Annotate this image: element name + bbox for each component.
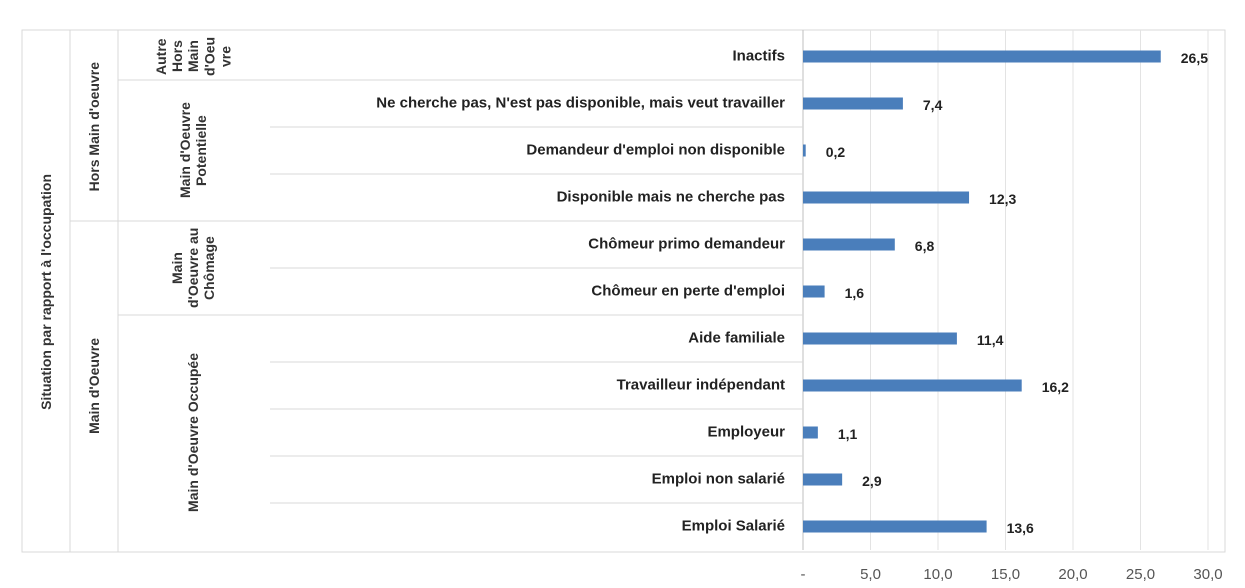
category-label: Emploi Salarié [682,517,785,534]
axis-label: Situation par rapport à l'occupation [37,173,54,410]
x-tick-label: 20,0 [1058,566,1087,583]
value-label: 12,3 [989,191,1016,207]
bar [803,97,903,110]
group-label-box: Hors Main d'oeuvre [70,33,118,221]
category-label: Disponible mais ne cherche pas [557,188,785,205]
axis-label-box: Situation par rapport à l'occupation [22,33,70,550]
x-tick-label: 25,0 [1126,566,1155,583]
value-label: 26,5 [1181,50,1208,66]
value-label: 6,8 [915,238,935,254]
group-label-box: Main d'Oeuvre [70,221,118,550]
category-label: Chômeur en perte d'emploi [591,282,785,299]
x-tick-label: 15,0 [991,566,1020,583]
bar [803,473,843,486]
subgroup-label: Main d'Oeuvre Potentielle [176,102,209,199]
x-tick-label: - [801,566,806,583]
bar [803,379,1022,392]
subgroup-label: Main d'Oeuvre au Chômage [168,227,218,309]
category-label: Inactifs [732,47,785,64]
subgroup-label-box: Main d'Oeuvre au Chômage [118,221,268,315]
subgroup-label-box: Autre Hors Main d'Oeuvre [118,33,268,80]
x-tick-label: 10,0 [923,566,952,583]
value-label: 2,9 [862,473,882,489]
category-label: Employeur [707,423,785,440]
subgroup-label: Main d'Oeuvre Occupée [184,353,201,512]
bar [803,285,825,298]
bar [803,426,818,439]
x-tick-label: 30,0 [1193,566,1222,583]
value-label: 11,4 [977,332,1004,348]
category-label: Demandeur d'emploi non disponible [526,141,785,158]
subgroup-label: Autre Hors Main d'Oeuvre [152,36,234,77]
value-label: 1,6 [845,285,865,301]
group-label: Main d'Oeuvre [85,337,102,434]
value-label: 13,6 [1007,520,1034,536]
group-label: Hors Main d'oeuvre [85,62,102,192]
bar [803,520,987,533]
value-label: 1,1 [838,426,858,442]
value-label: 16,2 [1042,379,1069,395]
bar [803,191,970,204]
bar [803,238,895,251]
subgroup-label-box: Main d'Oeuvre Potentielle [118,80,268,221]
plot-frame [21,29,1226,553]
bar [803,332,957,345]
category-label: Chômeur primo demandeur [588,235,785,252]
bar [803,50,1161,63]
x-tick-label: 5,0 [860,566,881,583]
value-label: 0,2 [826,144,846,160]
subgroup-label-box: Main d'Oeuvre Occupée [118,315,268,550]
category-label: Travailleur indépendant [617,376,785,393]
category-label: Aide familiale [688,329,785,346]
category-label: Ne cherche pas, N'est pas disponible, ma… [376,94,785,111]
bar [803,144,806,157]
category-label: Emploi non salarié [652,470,785,487]
value-label: 7,4 [923,97,943,113]
